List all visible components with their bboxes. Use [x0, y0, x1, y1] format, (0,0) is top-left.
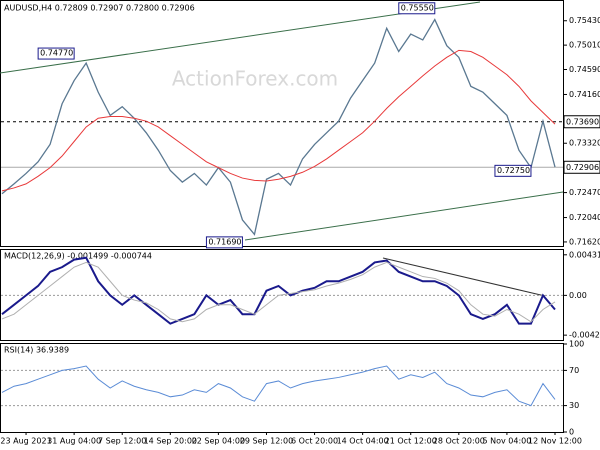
x-tick-label: 22 Sep 04:00 [192, 437, 245, 446]
series-line [1, 261, 556, 323]
y-tick-label: 0.74590 [569, 65, 600, 74]
annotation: 0.72750 [497, 166, 530, 175]
y-tick-label: 0.00431 [569, 250, 600, 259]
annotation: 0.75550 [401, 3, 434, 12]
y-tick-label: 0.72470 [569, 188, 600, 197]
rsi-title: RSI(14) 36.9389 [4, 346, 69, 355]
x-tick-label: 31 Aug 04:00 [47, 437, 101, 446]
series-line [1, 18, 556, 236]
y-tick-label: 0 [569, 428, 574, 437]
y-tick-label: 0.75010 [569, 41, 600, 50]
y-tick-label: 0.00 [569, 291, 587, 300]
y-tick-label: 0.73320 [569, 139, 600, 148]
macd-title: MACD(12,26,9) -0.001499 -0.000744 [4, 252, 152, 261]
x-tick-label: 21 Oct 12:00 [385, 437, 437, 446]
y-tick-label: -0.004224 [569, 331, 600, 340]
series-line [1, 49, 556, 192]
price-panel [0, 0, 564, 247]
y-tick-label: 70 [569, 366, 579, 375]
level-box [563, 115, 600, 129]
y-tick-label: 0.72040 [569, 213, 600, 222]
annotation-box [37, 47, 75, 60]
level-label: 0.73690 [566, 117, 599, 126]
x-tick-label: 23 Aug 2021 [0, 437, 51, 446]
price-label: 0.72906 [566, 163, 599, 172]
x-tick-label: 14 Oct 04:00 [337, 437, 389, 446]
annotation: 0.71690 [208, 237, 241, 246]
series-line [1, 365, 556, 407]
x-tick-label: 29 Sep 12:00 [240, 437, 293, 446]
x-tick-label: 7 Sep 12:00 [98, 437, 146, 446]
series-line [1, 256, 556, 325]
annotation-box [398, 2, 436, 15]
x-tick-label: 14 Sep 20:00 [144, 437, 197, 446]
annotation: 0.74770 [40, 49, 73, 58]
y-tick-label: 0.75430 [569, 16, 600, 25]
x-tick-label: 28 Oct 20:00 [433, 437, 485, 446]
x-tick-label: 12 Nov 12:00 [528, 437, 582, 446]
x-tick-label: 6 Oct 20:00 [291, 437, 338, 446]
annotation-box [205, 236, 243, 249]
y-tick-label: 30 [569, 401, 579, 410]
x-tick-label: 5 Nov 04:00 [482, 437, 531, 446]
y-tick-label: 0.71620 [569, 237, 600, 246]
chart-title: AUDUSD,H4 0.72809 0.72907 0.72800 0.7290… [4, 4, 195, 13]
channel-line [244, 191, 564, 241]
annotation-box [494, 164, 532, 177]
price-box [563, 160, 600, 174]
watermark: ActionForex.com [172, 67, 338, 91]
y-tick-label: 100 [569, 340, 584, 349]
rsi-panel [0, 343, 564, 433]
y-tick-label: 0.74160 [569, 90, 600, 99]
trend-line [382, 257, 546, 297]
